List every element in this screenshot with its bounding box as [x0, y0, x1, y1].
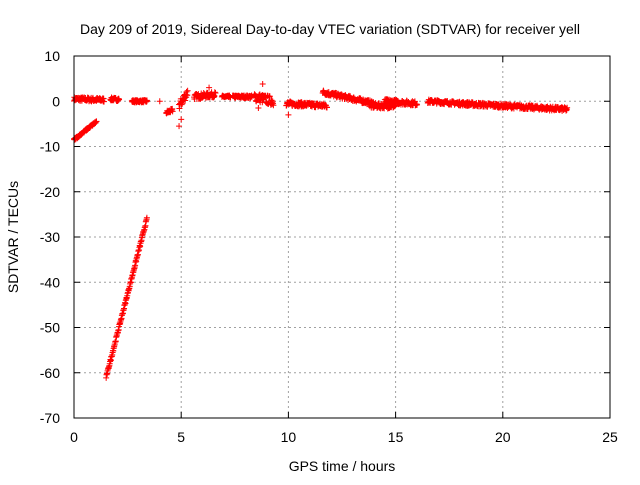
- data-point: [259, 81, 266, 88]
- x-tick-label: 0: [70, 429, 78, 445]
- y-tick-label: -60: [40, 365, 60, 381]
- grid: [73, 55, 611, 419]
- data-point: [564, 104, 571, 111]
- y-tick-label: -70: [40, 410, 60, 426]
- data-point: [184, 87, 191, 94]
- y-tick-label: 0: [52, 93, 60, 109]
- data-point: [143, 214, 150, 221]
- data-point: [212, 90, 219, 97]
- data-point: [179, 100, 186, 107]
- data-point: [270, 102, 277, 109]
- data-point: [414, 101, 421, 108]
- data-point: [143, 98, 150, 105]
- data-point: [93, 118, 100, 125]
- data-point: [285, 111, 292, 118]
- data-point: [266, 93, 273, 100]
- plot-frame: [73, 55, 611, 419]
- y-tick-label: -40: [40, 274, 60, 290]
- x-tick-label: 25: [602, 429, 618, 445]
- data-point: [323, 104, 330, 111]
- y-axis-label: SDTVAR / TECUs: [5, 181, 21, 293]
- x-tick-label: 15: [388, 429, 404, 445]
- y-tick-label: -30: [40, 229, 60, 245]
- data-point: [156, 98, 163, 105]
- y-tick-label: 10: [44, 48, 60, 64]
- x-tick-label: 5: [177, 429, 185, 445]
- chart-title: Day 209 of 2019, Sidereal Day-to-day VTE…: [80, 21, 580, 37]
- y-tick-label: -20: [40, 184, 60, 200]
- tick-labels: 0 5 10 15 20 25 10 0 -10 -20 -30 -40 -50 -60 -70: [40, 48, 618, 445]
- data-point: [116, 96, 123, 103]
- y-tick-label: -10: [40, 139, 60, 155]
- x-tick-label: 10: [281, 429, 297, 445]
- x-tick-label: 20: [495, 429, 511, 445]
- data-point: [255, 105, 262, 112]
- y-tick-label: -50: [40, 320, 60, 336]
- data-point: [169, 108, 176, 115]
- data-point: [176, 123, 183, 130]
- data-points: [71, 81, 571, 381]
- data-point: [101, 98, 108, 105]
- data-point: [206, 84, 213, 91]
- x-axis-label: GPS time / hours: [289, 458, 396, 474]
- data-point: [178, 116, 185, 123]
